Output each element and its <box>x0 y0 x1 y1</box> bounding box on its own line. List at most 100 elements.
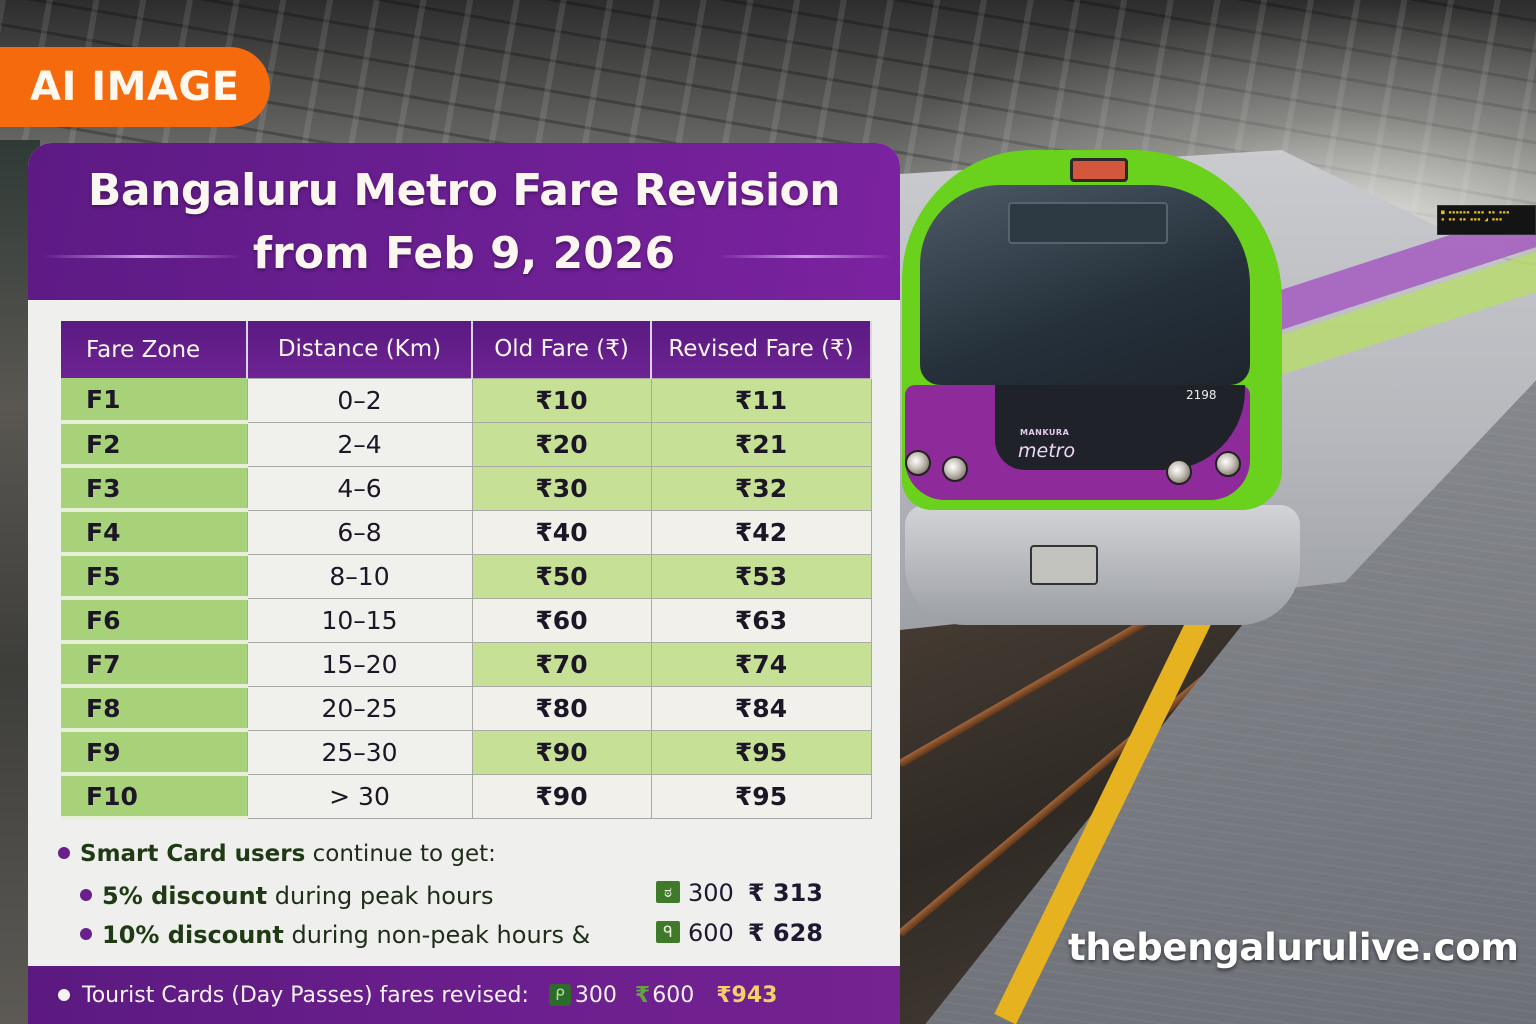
old-fare-cell: ₹70 <box>471 641 652 687</box>
poster-title: Bangaluru Metro Fare Revision <box>87 165 841 216</box>
note-peak-discount: 5% discount during peak hours <box>80 882 494 910</box>
card-new-price: ₹ 628 <box>747 919 823 947</box>
card-type-icon: ಠ <box>656 881 680 903</box>
revised-fare-cell: ₹21 <box>650 421 872 467</box>
revised-fare-cell: ₹74 <box>650 641 872 687</box>
header-revised-fare: Revised Fare (₹) <box>651 321 872 378</box>
card-new-price: ₹ 313 <box>747 879 823 907</box>
note-smart-card: Smart Card users continue to get: <box>58 841 496 867</box>
distance-cell: 10–15 <box>246 597 473 643</box>
poster-header: Bangaluru Metro Fare Revision from Feb 9… <box>28 143 900 300</box>
card-type-icon: ᑫ <box>656 921 680 943</box>
old-fare-cell: ₹10 <box>471 377 652 423</box>
table-row: F9 25–30 ₹90 ₹95 <box>61 729 872 776</box>
note-bold-text: 5% discount <box>102 882 268 910</box>
tourist-price-600: 600 <box>652 982 695 1008</box>
train-logo-metro: metro <box>1018 440 1076 462</box>
table-row: F10 > 30 ₹90 ₹95 <box>61 773 872 820</box>
fare-zone-cell: F1 <box>61 378 247 424</box>
card-price-row: ಠ 300 ₹ 313 <box>656 879 823 907</box>
tourist-card-icon: ᑭ <box>548 984 571 1006</box>
old-fare-cell: ₹80 <box>471 685 652 731</box>
distance-cell: 6–8 <box>246 509 473 555</box>
info-board-line: ■ ▪▪▪▪▪▪ ▪▪▪ ▪▪ ▪▪▪ <box>1441 209 1510 216</box>
train-coupler <box>1030 545 1098 585</box>
note-text: continue to get: <box>305 841 496 867</box>
bullet-icon <box>80 889 92 901</box>
table-row: F6 10–15 ₹60 ₹63 <box>61 597 872 644</box>
bullet-icon <box>58 989 70 1001</box>
note-text: during non-peak hours & <box>283 921 591 949</box>
distance-cell: 25–30 <box>246 729 473 775</box>
fare-table: Fare Zone Distance (Km) Old Fare (₹) Rev… <box>61 321 872 820</box>
table-row: F7 15–20 ₹70 ₹74 <box>61 641 872 688</box>
headlight-icon <box>1166 459 1192 485</box>
distance-cell: 2–4 <box>246 421 473 467</box>
train-top-signal-light <box>1070 158 1128 182</box>
fare-zone-cell: F4 <box>61 510 247 556</box>
note-nonpeak-discount: 10% discount during non-peak hours & <box>80 921 590 949</box>
fare-zone-cell: F7 <box>61 642 247 688</box>
bullet-icon <box>80 928 92 940</box>
poster-subtitle-date: from Feb 9, 2026 <box>252 228 676 279</box>
table-row: F8 20–25 ₹80 ₹84 <box>61 685 872 732</box>
train-front-dark-panel <box>995 385 1245 470</box>
title-divider-right <box>718 255 893 258</box>
revised-fare-cell: ₹84 <box>650 685 872 731</box>
train-logo-small-text: MANKURA <box>1020 428 1070 437</box>
revised-fare-cell: ₹95 <box>650 773 872 819</box>
table-row: F4 6–8 ₹40 ₹42 <box>61 509 872 556</box>
distance-cell: 8–10 <box>246 553 473 599</box>
headlight-icon <box>1215 451 1241 477</box>
old-fare-cell: ₹60 <box>471 597 652 643</box>
train-bumper <box>905 505 1300 625</box>
website-watermark: thebengalurulive.com <box>1068 926 1519 969</box>
old-fare-cell: ₹40 <box>471 509 652 555</box>
fare-zone-cell: F3 <box>61 466 247 512</box>
platform-info-display: ■ ▪▪▪▪▪▪ ▪▪▪ ▪▪ ▪▪▪ ▪ ▪▪ ▪▪ ▪▪▪ ◢ ▪▪▪ <box>1437 205 1536 235</box>
info-board-line: ▪ ▪▪ ▪▪ ▪▪▪ ◢ ▪▪▪ <box>1441 216 1503 223</box>
old-fare-cell: ₹50 <box>471 553 652 599</box>
revised-fare-cell: ₹95 <box>650 729 872 775</box>
old-fare-cell: ₹90 <box>471 729 652 775</box>
table-row: F1 0–2 ₹10 ₹11 <box>61 377 872 424</box>
table-row: F2 2–4 ₹20 ₹21 <box>61 421 872 468</box>
revised-fare-cell: ₹42 <box>650 509 872 555</box>
fare-zone-cell: F2 <box>61 422 247 468</box>
train-number: 2198 <box>1186 388 1217 402</box>
title-divider-left <box>42 255 242 258</box>
note-text: during peak hours <box>267 882 494 910</box>
revised-fare-cell: ₹63 <box>650 597 872 643</box>
card-old-price: 300 <box>688 879 734 907</box>
tourist-price-300: 300 <box>574 982 617 1008</box>
old-fare-cell: ₹30 <box>471 465 652 511</box>
note-bold-text: 10% discount <box>102 921 284 949</box>
tourist-card-footer: Tourist Cards (Day Passes) fares revised… <box>28 966 900 1024</box>
footer-text: Tourist Cards (Day Passes) fares revised… <box>82 982 529 1008</box>
revised-fare-cell: ₹32 <box>650 465 872 511</box>
note-bold-text: Smart Card users <box>80 841 306 867</box>
ai-image-badge: AI IMAGE <box>0 47 270 127</box>
old-fare-cell: ₹90 <box>471 773 652 819</box>
distance-cell: > 30 <box>246 773 473 819</box>
distance-cell: 0–2 <box>246 377 473 423</box>
old-fare-cell: ₹20 <box>471 421 652 467</box>
headlight-icon <box>905 450 931 476</box>
table-row: F5 8–10 ₹50 ₹53 <box>61 553 872 600</box>
card-price-row: ᑫ 600 ₹ 628 <box>656 919 823 947</box>
revised-fare-cell: ₹53 <box>650 553 872 599</box>
revised-fare-cell: ₹11 <box>650 377 872 423</box>
fare-zone-cell: F9 <box>61 730 247 776</box>
fare-zone-cell: F8 <box>61 686 247 732</box>
bullet-icon <box>58 846 70 859</box>
fare-zone-cell: F10 <box>61 774 247 820</box>
tourist-price-943: ₹943 <box>716 982 778 1008</box>
train-destination-board <box>1008 202 1168 244</box>
card-old-price: 600 <box>688 919 734 947</box>
headlight-icon <box>942 456 968 482</box>
fare-zone-cell: F5 <box>61 554 247 600</box>
distance-cell: 15–20 <box>246 641 473 687</box>
rupee-icon: ₹ <box>634 982 651 1008</box>
header-old-fare: Old Fare (₹) <box>472 321 652 378</box>
